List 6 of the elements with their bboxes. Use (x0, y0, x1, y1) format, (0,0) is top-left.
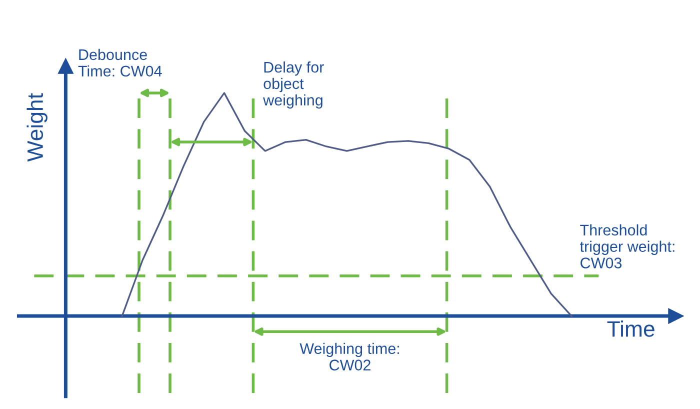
text: Debounce Time: CW04 (78, 48, 162, 77)
text: Weighing time: CW02 (300, 342, 399, 370)
y-axis-title: Weight (26, 93, 48, 162)
x-axis-title: Time (607, 320, 654, 337)
annotation: Delay for object weighing (263, 61, 324, 109)
ref-line-label: Threshold trigger weight: CW03 (580, 224, 674, 268)
